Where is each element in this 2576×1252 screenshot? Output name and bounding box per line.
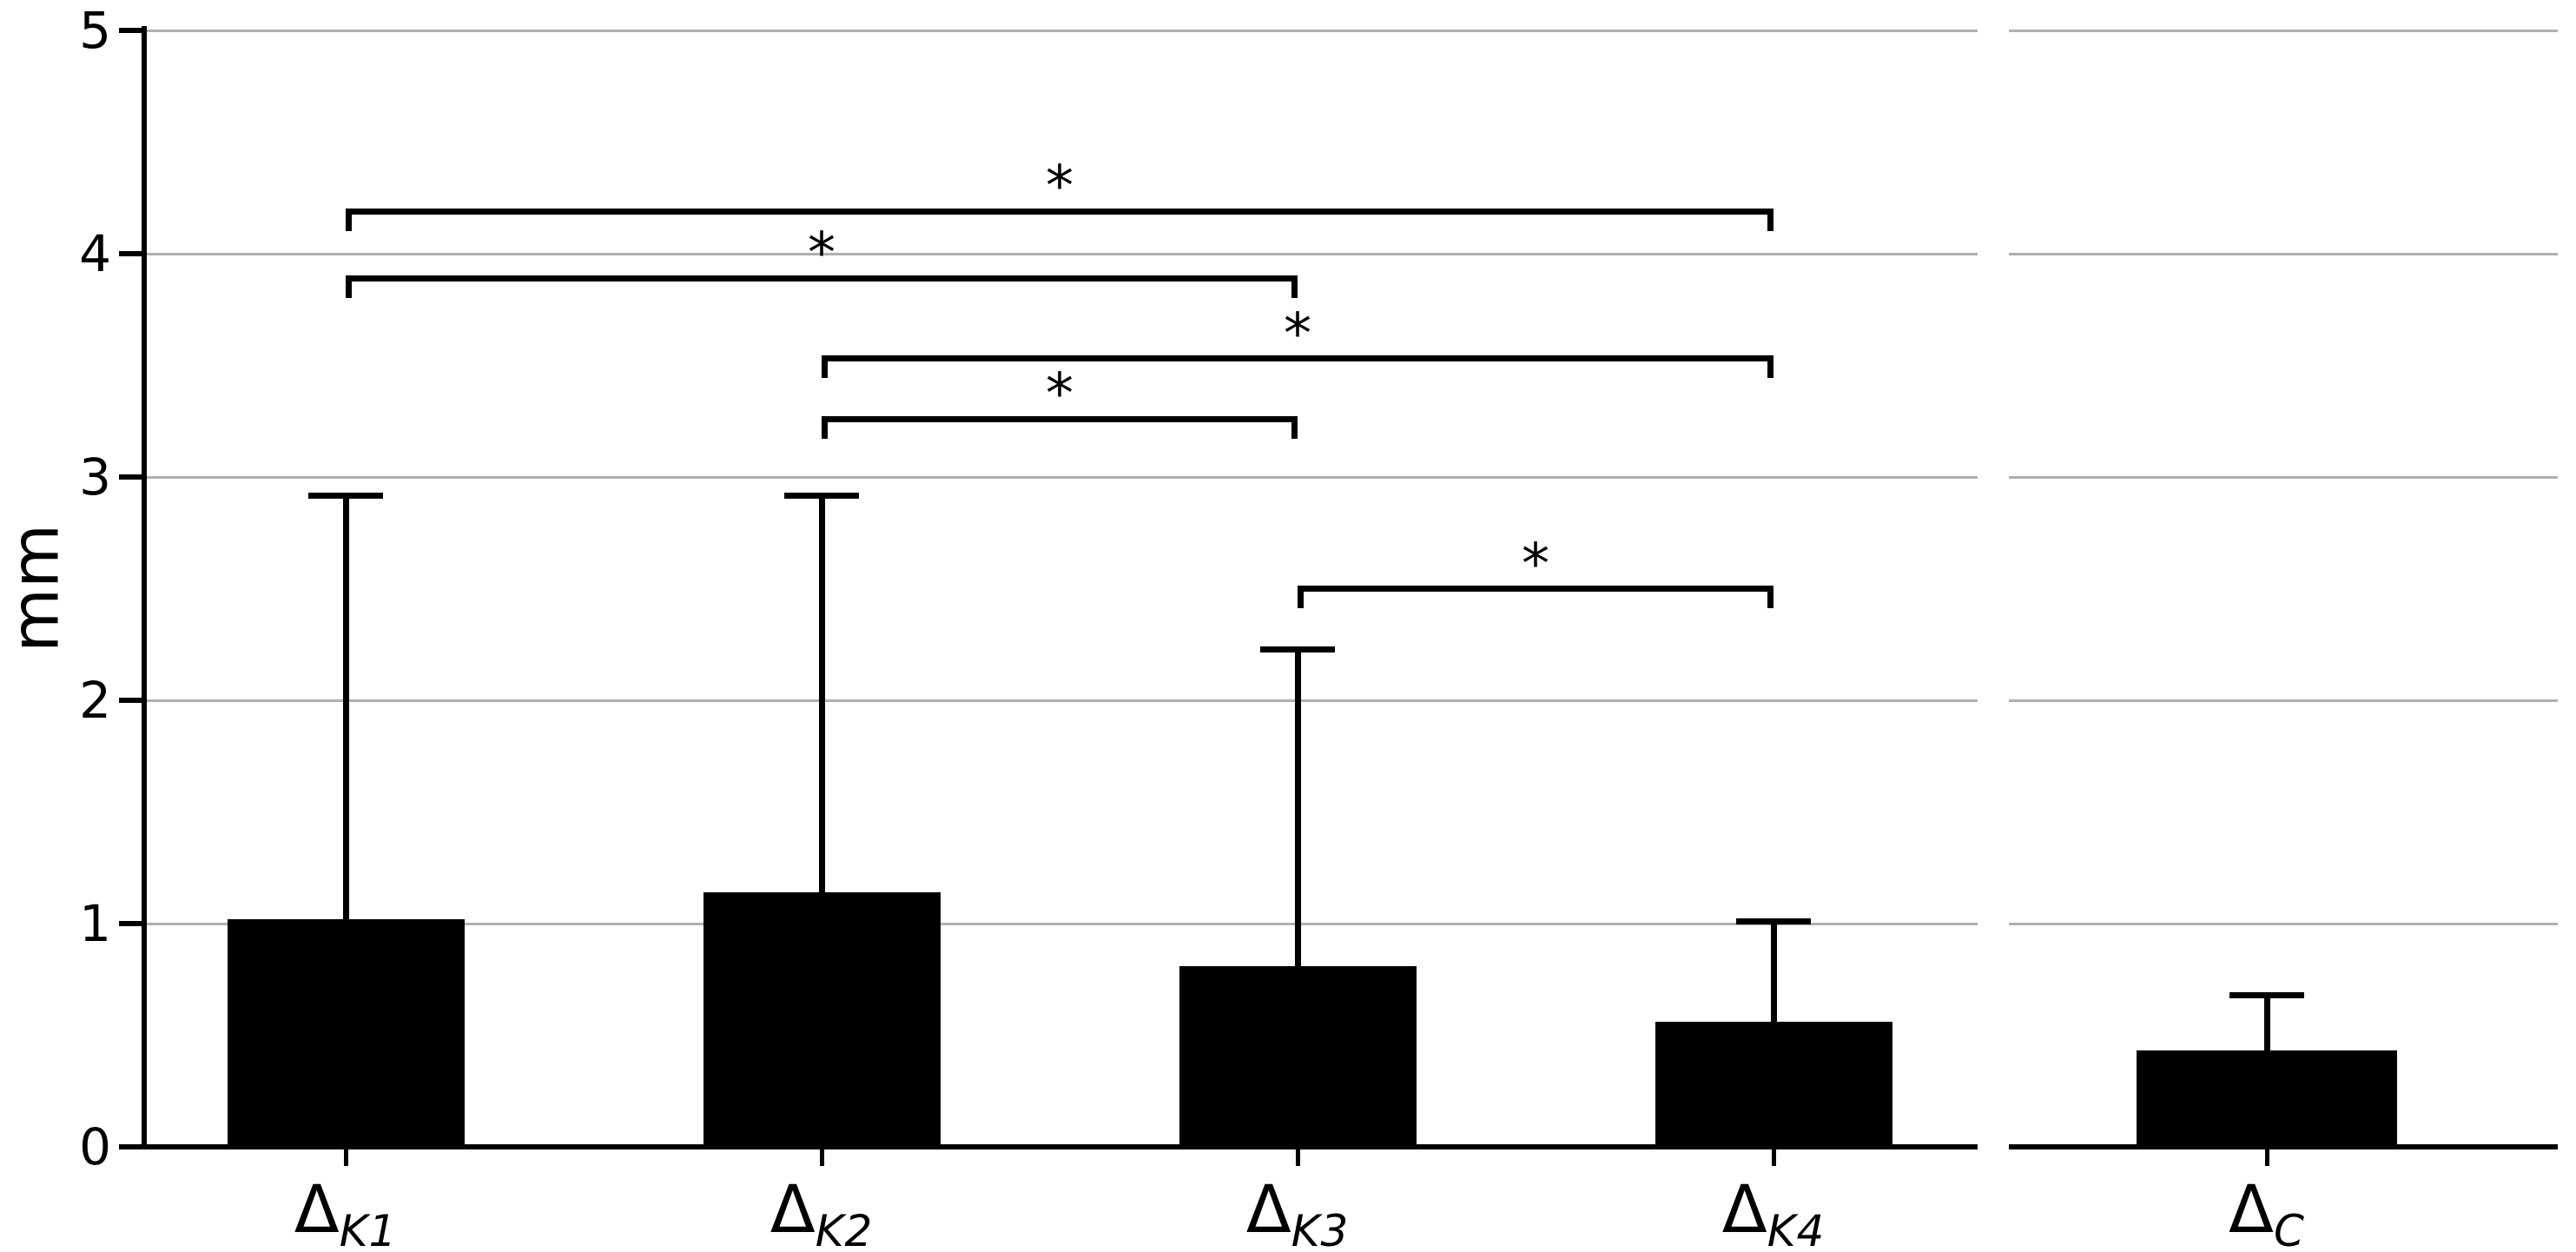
x-tick-label-ΔK2: ΔK2 <box>770 1175 874 1252</box>
sig-bracket-ΔK2-ΔK3-left-tick <box>822 415 828 439</box>
x-tick-ΔK3 <box>1296 1147 1300 1166</box>
x-label-delta: Δ <box>294 1170 340 1248</box>
sig-bracket-ΔK1-ΔK3-left-tick <box>346 275 352 298</box>
bar-ΔK2 <box>703 892 941 1147</box>
x-tick-label-ΔK4: ΔK4 <box>1722 1175 1826 1252</box>
bar-ΔK3 <box>1179 965 1417 1147</box>
sig-bracket-ΔK3-ΔK4-left-tick <box>1298 586 1304 608</box>
error-bar-ΔK3 <box>1294 648 1301 973</box>
error-bar-ΔC <box>2263 995 2270 1058</box>
y-tick-5 <box>119 28 142 33</box>
x-tick-ΔK4 <box>1772 1147 1776 1166</box>
bar-ΔK4 <box>1655 1022 1892 1147</box>
bar-ΔK1 <box>227 918 465 1147</box>
error-bar-ΔK4 <box>1770 921 1777 1030</box>
error-bar-cap-ΔK2 <box>784 492 859 499</box>
y-tick-label-2: 2 <box>79 671 111 730</box>
x-label-delta: Δ <box>1721 1170 1767 1248</box>
x-label-delta: Δ <box>2229 1170 2275 1248</box>
error-bar-ΔK2 <box>818 494 825 899</box>
x-axis-line-right <box>2009 1144 2558 1149</box>
x-axis-line <box>142 1144 1978 1149</box>
x-label-subscript: C <box>2274 1206 2305 1252</box>
sig-bracket-ΔK2-ΔK4-right-tick <box>1767 355 1773 379</box>
x-label-subscript: K2 <box>815 1206 874 1252</box>
gridline-5-right <box>2009 30 2558 32</box>
y-tick-1 <box>119 921 142 926</box>
error-bar-ΔK1 <box>342 494 349 926</box>
sig-bracket-ΔK1-ΔK4 <box>346 208 1773 215</box>
x-tick-ΔK2 <box>820 1147 824 1166</box>
sig-bracket-ΔK1-ΔK3 <box>346 275 1298 282</box>
y-axis-spine <box>142 26 147 1149</box>
gridline-4-right <box>2009 253 2558 255</box>
sig-asterisk-ΔK2-ΔK4: * <box>1284 301 1311 367</box>
y-tick-4 <box>119 251 142 256</box>
x-tick-label-ΔK1: ΔK1 <box>294 1175 398 1252</box>
sig-bracket-ΔK3-ΔK4 <box>1298 586 1773 592</box>
sig-bracket-ΔK2-ΔK4 <box>822 355 1773 362</box>
sig-asterisk-ΔK1-ΔK4: * <box>1046 155 1073 220</box>
sig-bracket-ΔK1-ΔK4-left-tick <box>346 208 352 231</box>
error-bar-cap-ΔK3 <box>1260 646 1335 652</box>
x-label-subscript: K1 <box>339 1206 398 1252</box>
error-bar-cap-ΔK1 <box>308 492 383 499</box>
gridline-3-right <box>2009 476 2558 479</box>
gridline-2 <box>147 699 1978 702</box>
gridline-4 <box>147 253 1978 255</box>
bar-ΔC <box>2137 1050 2397 1147</box>
sig-asterisk-ΔK3-ΔK4: * <box>1522 532 1549 597</box>
x-label-delta: Δ <box>1245 1170 1291 1248</box>
x-label-subscript: K3 <box>1291 1206 1350 1252</box>
gridline-5 <box>147 30 1978 32</box>
sig-bracket-ΔK3-ΔK4-right-tick <box>1767 586 1773 608</box>
sig-bracket-ΔK2-ΔK4-left-tick <box>822 355 828 379</box>
y-tick-0 <box>119 1144 142 1149</box>
y-axis-label: mm <box>0 523 74 653</box>
x-label-subscript: K4 <box>1767 1206 1826 1252</box>
gridline-3 <box>147 476 1978 479</box>
sig-bracket-ΔK2-ΔK3 <box>822 415 1298 422</box>
x-tick-label-ΔK3: ΔK3 <box>1246 1175 1350 1252</box>
y-tick-label-4: 4 <box>79 224 111 283</box>
x-tick-label-ΔC: ΔC <box>2229 1175 2305 1252</box>
sig-bracket-ΔK1-ΔK4-right-tick <box>1767 208 1773 231</box>
gridline-1-right <box>2009 923 2558 925</box>
gridline-1 <box>147 923 1978 925</box>
sig-asterisk-ΔK2-ΔK3: * <box>1046 362 1073 427</box>
gridline-2-right <box>2009 699 2558 702</box>
sig-bracket-ΔK2-ΔK3-right-tick <box>1291 415 1298 439</box>
y-tick-label-3: 3 <box>79 447 111 507</box>
error-bar-cap-ΔC <box>2229 992 2304 999</box>
y-tick-3 <box>119 474 142 480</box>
sig-asterisk-ΔK1-ΔK3: * <box>808 222 836 287</box>
y-tick-label-0: 0 <box>79 1117 111 1176</box>
y-tick-2 <box>119 698 142 703</box>
sig-bracket-ΔK1-ΔK3-right-tick <box>1291 275 1298 298</box>
y-tick-label-1: 1 <box>79 894 111 953</box>
x-label-delta: Δ <box>769 1170 816 1248</box>
x-tick-ΔC <box>2265 1147 2269 1166</box>
y-tick-label-5: 5 <box>79 1 111 60</box>
error-bar-cap-ΔK4 <box>1736 918 1811 925</box>
x-tick-ΔK1 <box>344 1147 348 1166</box>
